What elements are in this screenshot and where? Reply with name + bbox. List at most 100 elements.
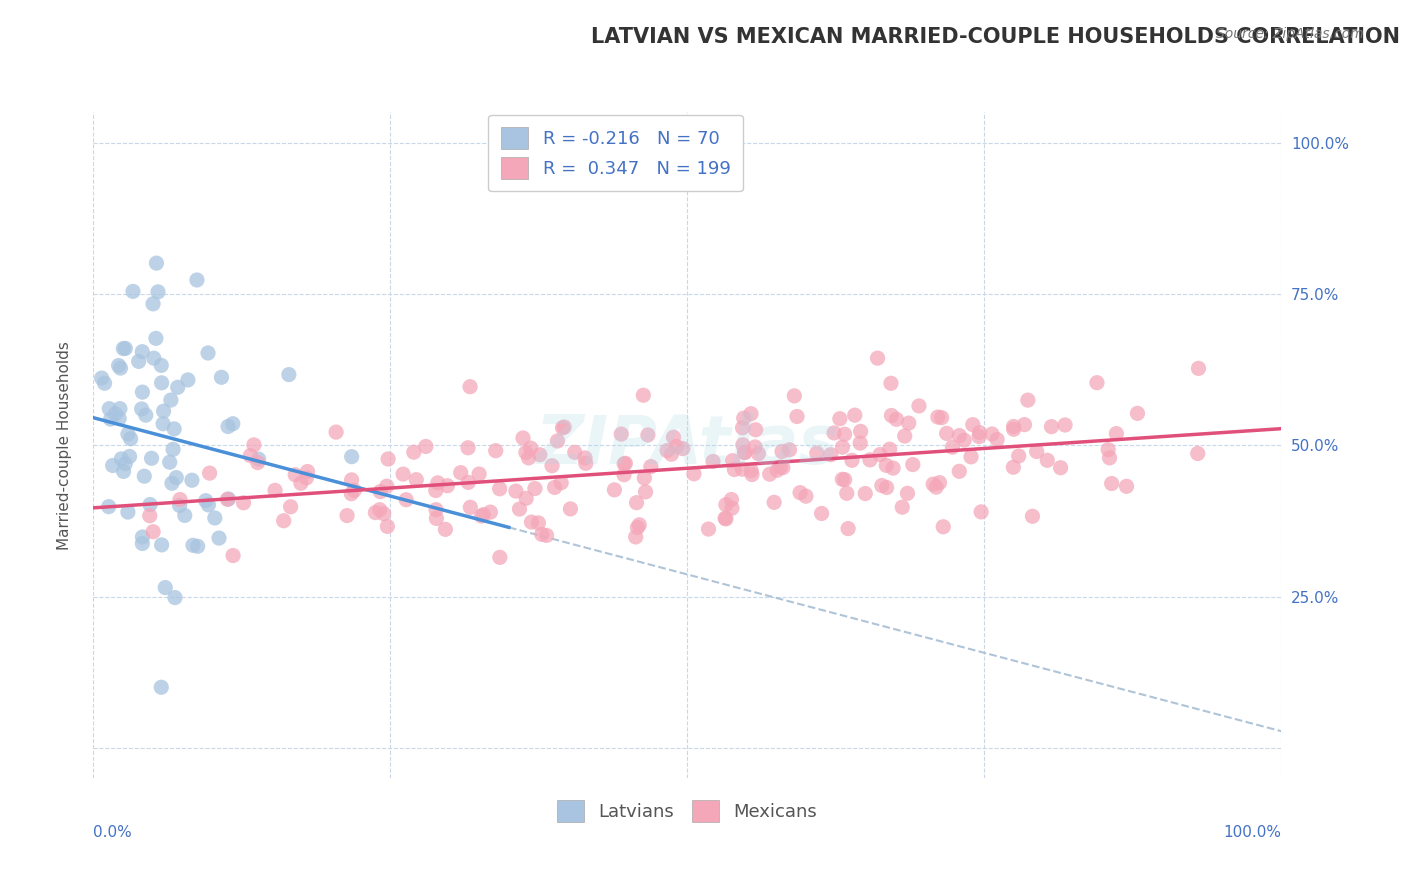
Point xyxy=(222,549,245,563)
Point xyxy=(831,472,853,486)
Point xyxy=(325,425,347,439)
Point xyxy=(613,457,636,471)
Point xyxy=(163,591,186,605)
Point xyxy=(150,376,173,390)
Point xyxy=(655,443,678,458)
Point xyxy=(986,433,1008,447)
Point xyxy=(962,417,984,432)
Point xyxy=(574,450,596,465)
Point xyxy=(181,473,204,487)
Point xyxy=(280,500,302,514)
Point xyxy=(770,444,793,458)
Point xyxy=(879,442,901,457)
Point xyxy=(160,476,183,491)
Point xyxy=(120,432,142,446)
Point xyxy=(626,496,648,510)
Point xyxy=(1115,479,1137,493)
Point xyxy=(284,467,307,482)
Point xyxy=(508,502,530,516)
Point xyxy=(841,453,863,467)
Point xyxy=(835,486,858,500)
Point xyxy=(290,476,312,491)
Point xyxy=(131,536,153,550)
Point xyxy=(893,429,915,443)
Point xyxy=(1098,450,1121,465)
Point xyxy=(436,479,458,493)
Text: Source: ZipAtlas.com: Source: ZipAtlas.com xyxy=(1216,27,1364,41)
Point xyxy=(450,466,472,480)
Point xyxy=(152,404,174,418)
Point xyxy=(723,462,745,476)
Point xyxy=(834,427,856,442)
Point xyxy=(1008,449,1031,463)
Point xyxy=(112,464,135,478)
Point xyxy=(197,346,219,360)
Point xyxy=(181,538,204,552)
Point xyxy=(489,550,512,565)
Point xyxy=(1049,460,1071,475)
Text: 0.0%: 0.0% xyxy=(93,825,132,840)
Point xyxy=(834,473,856,487)
Point xyxy=(837,522,859,536)
Point xyxy=(672,442,695,456)
Point xyxy=(897,416,920,430)
Point xyxy=(142,297,165,311)
Point xyxy=(457,441,479,455)
Point xyxy=(1187,446,1209,460)
Point xyxy=(1025,444,1047,458)
Point xyxy=(553,420,575,434)
Point xyxy=(896,486,918,500)
Point xyxy=(146,285,169,299)
Point xyxy=(714,511,737,525)
Point xyxy=(273,514,295,528)
Point xyxy=(368,502,391,516)
Point xyxy=(104,407,127,421)
Point xyxy=(425,511,447,525)
Point xyxy=(901,458,924,472)
Point xyxy=(159,455,181,469)
Point xyxy=(810,507,832,521)
Point xyxy=(160,392,183,407)
Point xyxy=(222,417,245,431)
Point xyxy=(928,475,950,490)
Point xyxy=(488,482,510,496)
Point xyxy=(112,342,135,356)
Point xyxy=(541,458,564,473)
Point xyxy=(155,581,177,595)
Point xyxy=(434,522,457,536)
Point xyxy=(122,285,145,299)
Point xyxy=(733,445,755,459)
Point xyxy=(661,447,683,461)
Point xyxy=(551,421,574,435)
Point xyxy=(100,412,122,426)
Point xyxy=(613,467,636,482)
Point xyxy=(187,539,209,553)
Point xyxy=(624,530,647,544)
Point xyxy=(150,359,173,373)
Point xyxy=(1036,453,1059,467)
Point xyxy=(869,448,891,462)
Point xyxy=(908,399,931,413)
Point xyxy=(721,501,744,516)
Point xyxy=(575,456,598,470)
Point xyxy=(529,448,551,462)
Point xyxy=(1105,426,1128,441)
Point xyxy=(1054,417,1077,432)
Point xyxy=(721,454,744,468)
Point xyxy=(853,486,876,500)
Point xyxy=(714,498,737,512)
Point xyxy=(141,451,163,466)
Point xyxy=(485,443,508,458)
Point xyxy=(204,511,226,525)
Legend: Latvians, Mexicans: Latvians, Mexicans xyxy=(550,793,824,830)
Point xyxy=(844,408,866,422)
Point xyxy=(1017,393,1039,408)
Point xyxy=(948,464,970,478)
Point xyxy=(741,467,763,482)
Point xyxy=(93,376,115,391)
Point xyxy=(1097,442,1119,457)
Point xyxy=(546,434,568,448)
Point xyxy=(634,484,657,499)
Point xyxy=(232,496,254,510)
Point xyxy=(114,457,136,471)
